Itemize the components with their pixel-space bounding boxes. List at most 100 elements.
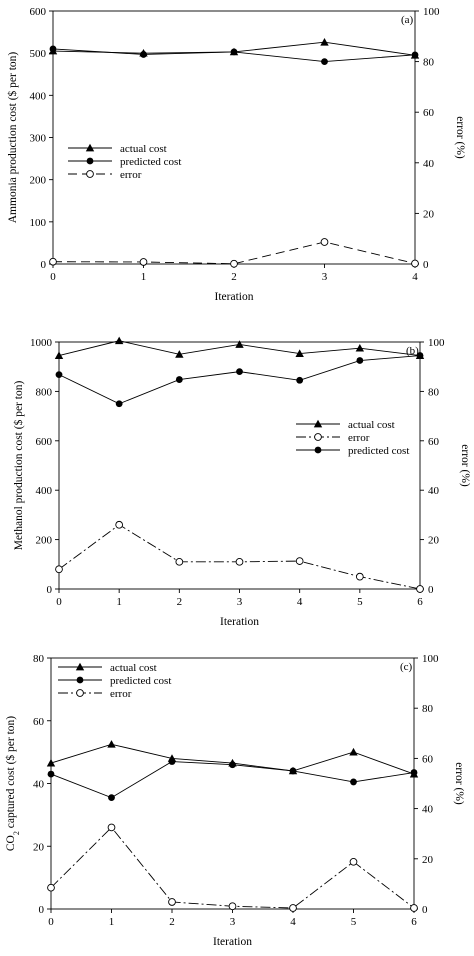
y-tick-label: 800	[36, 386, 53, 398]
x-tick-label: 4	[297, 596, 303, 608]
y-tick-label: 500	[30, 48, 47, 60]
data-point-actual	[355, 343, 365, 352]
data-point-predicted	[296, 376, 304, 384]
y-tick-label: 0	[39, 904, 45, 916]
y2-tick-label: 40	[423, 158, 435, 170]
y-tick-label: 600	[30, 6, 47, 18]
series-line-predicted	[58, 355, 421, 405]
y2-tick-label: 20	[423, 208, 435, 220]
data-point-error	[230, 259, 238, 268]
legend-label-actual: actual cost	[120, 143, 167, 155]
data-point-actual	[349, 747, 358, 756]
data-point-error	[410, 904, 418, 912]
legend-marker-predicted	[76, 676, 84, 684]
data-point-error	[228, 902, 237, 911]
data-point-predicted	[289, 767, 297, 775]
y-tick-label: 20	[33, 841, 45, 853]
x-tick-label: 3	[237, 596, 243, 608]
y2-tick-label: 0	[428, 584, 434, 596]
x-tick-label: 1	[141, 271, 147, 283]
data-point-predicted	[140, 51, 147, 58]
y-tick-label: 60	[33, 716, 45, 728]
data-point-actual	[54, 351, 64, 359]
y-tick-label: 600	[36, 436, 53, 448]
y2-tick-label: 80	[423, 57, 435, 69]
x-tick-label: 6	[417, 596, 423, 608]
y2-tick-label: 80	[428, 386, 440, 398]
data-point-predicted	[108, 794, 115, 802]
data-point-actual	[320, 38, 329, 46]
data-point-error	[107, 823, 116, 832]
plot-frame	[58, 341, 421, 590]
y-axis-label-part: Methanol production cost ($ per ton)	[12, 381, 25, 551]
plot-frame	[50, 657, 415, 910]
panel-label: (a)	[401, 14, 414, 26]
data-point-error	[349, 857, 358, 866]
data-point-error	[320, 238, 329, 246]
legend-label-predicted: predicted cost	[110, 675, 171, 687]
y-axis-label-part: captured cost ($ per ton)	[4, 716, 17, 831]
data-point-predicted	[115, 400, 123, 408]
y2-tick-label: 60	[422, 753, 434, 765]
x-tick-label: 1	[109, 916, 115, 928]
data-point-error	[175, 557, 184, 566]
legend-label-actual: actual cost	[110, 662, 157, 674]
legend-marker-actual	[313, 419, 323, 428]
y-tick-label: 400	[30, 90, 47, 102]
data-point-error	[55, 565, 63, 574]
y-tick-label: 200	[36, 535, 53, 547]
data-point-error	[139, 258, 148, 266]
chart-panel-3: 0 1 2 3 4 5 6020406080020406080100IterationCO2…	[4, 653, 465, 948]
data-point-error	[49, 257, 57, 266]
x-tick-label: 0	[48, 916, 54, 928]
data-point-error	[235, 557, 244, 566]
data-point-predicted	[47, 770, 55, 778]
data-point-actual	[235, 340, 244, 348]
x-axis-label: Iteration	[220, 616, 259, 628]
y-tick-label: 0	[41, 259, 47, 271]
data-point-predicted	[55, 371, 63, 379]
data-point-predicted	[321, 58, 328, 65]
series-line-error	[58, 524, 421, 590]
y-axis-label-part: Ammonia production cost ($ per ton)	[6, 52, 19, 224]
x-tick-label: 5	[357, 596, 363, 608]
data-point-predicted	[416, 352, 424, 359]
data-point-predicted	[49, 45, 57, 53]
data-point-actual	[46, 758, 56, 767]
series-line-error	[52, 241, 416, 265]
panel-label: (c)	[400, 661, 413, 673]
y-tick-label: 80	[33, 653, 45, 665]
data-point-predicted	[230, 48, 238, 56]
data-point-predicted	[168, 758, 176, 765]
x-axis-label: Iteration	[215, 291, 254, 303]
legend-marker-error	[86, 170, 94, 178]
legend-label-actual: actual cost	[348, 419, 395, 431]
x-axis-label: Iteration	[213, 936, 252, 948]
y-tick-label: 40	[33, 779, 45, 791]
legend-label-predicted: predicted cost	[348, 445, 409, 457]
data-point-predicted	[410, 769, 418, 776]
chart-panel-1: 0 1 2 3 40100200300400500600020406080100Iter…	[6, 6, 466, 303]
y-tick-label: 0	[47, 584, 53, 596]
data-point-error	[355, 572, 364, 581]
data-point-error	[416, 585, 424, 593]
y2-tick-label: 60	[428, 436, 440, 448]
x-tick-label: 2	[231, 271, 237, 283]
legend-marker-actual	[85, 143, 95, 152]
legend-marker-predicted	[86, 157, 94, 165]
data-point-predicted	[229, 761, 236, 769]
x-tick-label: 4	[290, 916, 296, 928]
legend-marker-predicted	[314, 446, 322, 454]
x-tick-label: 0	[50, 271, 56, 283]
series-line-error	[50, 826, 415, 909]
legend-label-error: error	[348, 432, 370, 444]
y-tick-label: 1000	[30, 337, 53, 349]
y2-tick-label: 20	[422, 854, 434, 866]
y-axis-label: Methanol production cost ($ per ton)	[12, 381, 25, 551]
y-tick-label: 300	[30, 133, 47, 145]
y-axis-label: CO2 captured cost ($ per ton)	[4, 716, 21, 851]
y2-tick-label: 60	[423, 107, 435, 119]
data-point-predicted	[356, 357, 364, 364]
